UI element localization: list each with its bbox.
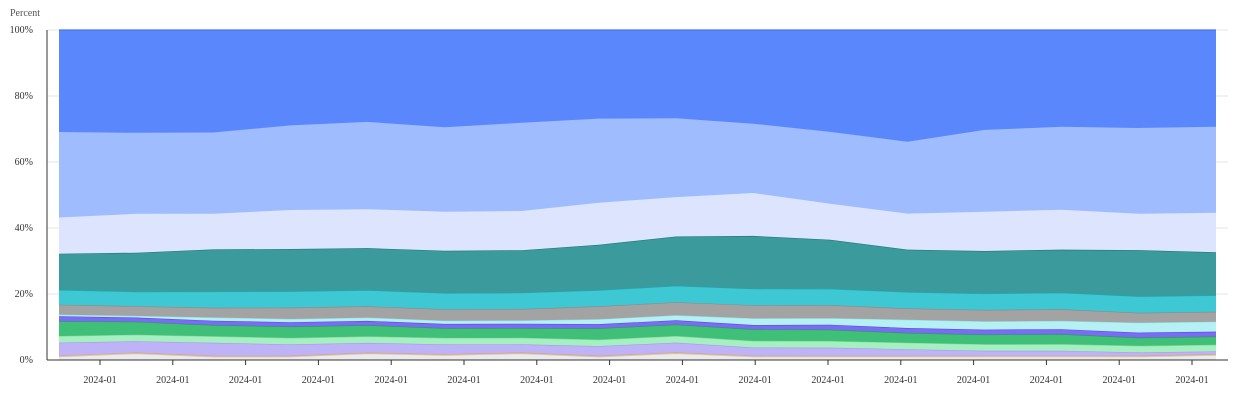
x-tick-label: 2024-01 [884, 375, 917, 386]
y-tick-labels: 0% 20% 40% 60% 80% 100% [10, 25, 33, 366]
axes [46, 30, 1228, 361]
x-tick-label: 2024-01 [739, 375, 772, 386]
y-tick-label: 20% [15, 289, 33, 300]
x-tick-label: 2024-01 [83, 375, 116, 386]
area-series-9-edge [58, 285, 1217, 297]
area-series-13 [59, 30, 1216, 142]
x-tick-label: 2024-01 [1030, 375, 1063, 386]
x-tick-label: 2024-01 [666, 375, 699, 386]
x-tick-label: 2024-01 [957, 375, 990, 386]
x-tick-labels: 2024-01 2024-01 2024-01 2024-01 2024-01 2024-… [83, 360, 1209, 386]
y-tick-label: 0% [20, 355, 33, 366]
area-series-1 [59, 353, 1216, 360]
x-tick-label: 2024-01 [229, 375, 262, 386]
y-tick-label: 40% [15, 223, 33, 234]
area-series-8 [59, 302, 1216, 323]
x-tick-label: 2024-01 [156, 375, 189, 386]
area-series-10 [59, 235, 1216, 297]
area-series-11 [59, 193, 1216, 254]
area-series-5 [59, 321, 1216, 346]
x-tick-label: 2024-01 [375, 375, 408, 386]
x-tick-label: 2024-01 [811, 375, 844, 386]
area-series-7 [59, 314, 1216, 333]
y-tick-label: 80% [15, 91, 33, 102]
area-series-4 [59, 334, 1216, 353]
y-tick-label: 100% [10, 25, 33, 36]
stacked-areas [58, 29, 1217, 360]
x-tick-label: 2024-01 [520, 375, 553, 386]
area-series-12 [59, 118, 1216, 218]
x-tick-label: 2024-01 [1175, 375, 1208, 386]
x-tick-label: 2024-01 [1103, 375, 1136, 386]
x-tick-label: 2024-01 [593, 375, 626, 386]
x-tick-label: 2024-01 [447, 375, 480, 386]
x-tick-label: 2024-01 [302, 375, 335, 386]
area-series-3 [59, 341, 1216, 356]
y-axis-title: Percent [10, 8, 40, 19]
y-tick-label: 60% [15, 157, 33, 168]
